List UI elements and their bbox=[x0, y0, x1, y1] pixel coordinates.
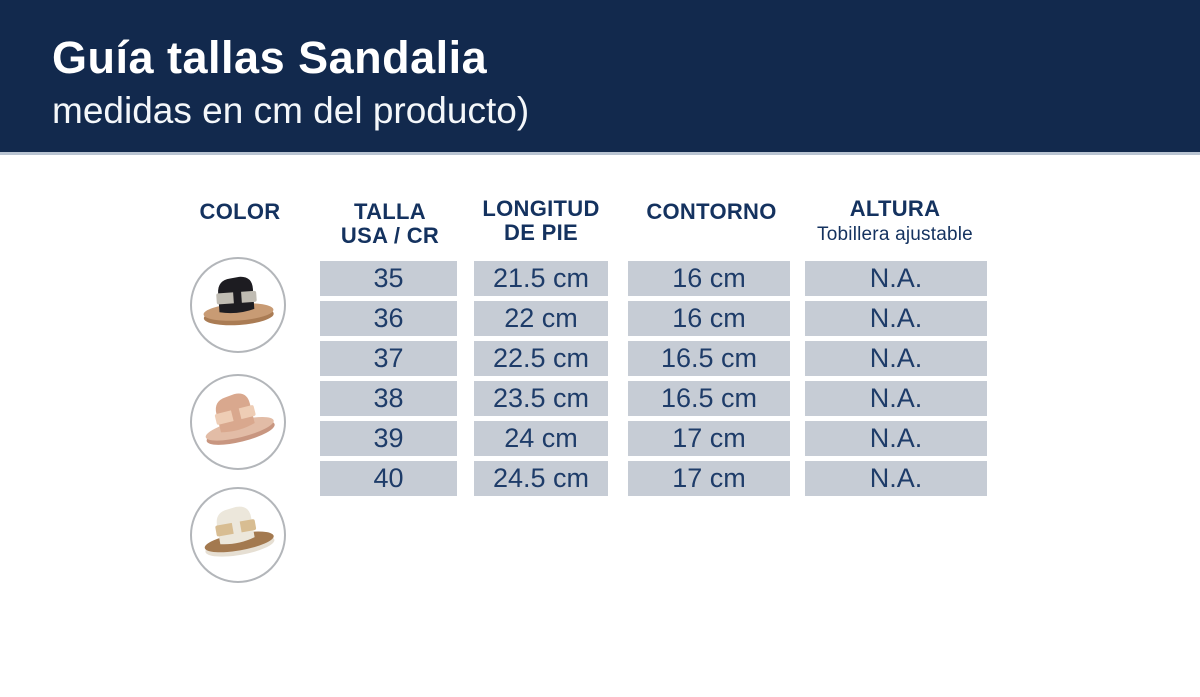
column-header-longitud-line1: LONGITUD bbox=[482, 196, 600, 221]
cell-longitud: 22 cm bbox=[474, 301, 608, 336]
product-image-black-sandal bbox=[190, 257, 286, 353]
black-sandal-icon bbox=[203, 276, 274, 326]
cell-longitud: 24.5 cm bbox=[474, 461, 608, 496]
cell-longitud: 21.5 cm bbox=[474, 261, 608, 296]
sandal-band-post bbox=[230, 406, 242, 423]
cell-contorno: 16 cm bbox=[628, 301, 790, 336]
page-title: Guía tallas Sandalia bbox=[52, 32, 488, 83]
product-image-nude-sandal bbox=[190, 374, 286, 470]
cell-altura: N.A. bbox=[805, 341, 987, 376]
cream-sandal-icon bbox=[204, 506, 275, 557]
cell-altura: N.A. bbox=[805, 301, 987, 336]
column-header-talla-line1: TALLA bbox=[354, 199, 426, 224]
cell-contorno: 16.5 cm bbox=[628, 341, 790, 376]
sandal-band-post bbox=[231, 519, 242, 536]
column-header-color: COLOR bbox=[165, 200, 315, 224]
cell-longitud: 23.5 cm bbox=[474, 381, 608, 416]
column-header-color-label: COLOR bbox=[199, 199, 281, 224]
cell-talla: 37 bbox=[320, 341, 457, 376]
column-header-altura-note: Tobillera ajustable bbox=[817, 224, 973, 245]
cell-altura: N.A. bbox=[805, 461, 987, 496]
column-header-contorno: CONTORNO bbox=[634, 200, 789, 224]
cell-contorno: 16.5 cm bbox=[628, 381, 790, 416]
column-header-altura-label: ALTURA bbox=[849, 196, 941, 221]
cell-altura: N.A. bbox=[805, 421, 987, 456]
column-header-longitud: LONGITUD DE PIE bbox=[466, 197, 616, 245]
column-header-longitud-line2: DE PIE bbox=[504, 220, 578, 245]
nude-sandal-icon bbox=[205, 393, 275, 445]
product-image-cream-sandal bbox=[190, 487, 286, 583]
cell-altura: N.A. bbox=[805, 261, 987, 296]
header-banner: Guía tallas Sandalia medidas en cm del p… bbox=[0, 0, 1200, 155]
cell-talla: 35 bbox=[320, 261, 457, 296]
cell-talla: 39 bbox=[320, 421, 457, 456]
page-subtitle: medidas en cm del producto) bbox=[52, 90, 530, 131]
cell-contorno: 17 cm bbox=[628, 421, 790, 456]
cell-contorno: 17 cm bbox=[628, 461, 790, 496]
cell-longitud: 24 cm bbox=[474, 421, 608, 456]
cell-altura: N.A. bbox=[805, 381, 987, 416]
column-header-talla-line2: USA / CR bbox=[340, 223, 440, 248]
cell-contorno: 16 cm bbox=[628, 261, 790, 296]
cell-talla: 38 bbox=[320, 381, 457, 416]
sandal-band-post bbox=[232, 289, 242, 306]
cell-talla: 40 bbox=[320, 461, 457, 496]
cell-talla: 36 bbox=[320, 301, 457, 336]
column-header-contorno-label: CONTORNO bbox=[646, 199, 777, 224]
column-header-talla: TALLA USA / CR bbox=[315, 200, 465, 248]
column-header-altura: ALTURA Tobillera ajustable bbox=[795, 197, 995, 246]
cell-longitud: 22.5 cm bbox=[474, 341, 608, 376]
